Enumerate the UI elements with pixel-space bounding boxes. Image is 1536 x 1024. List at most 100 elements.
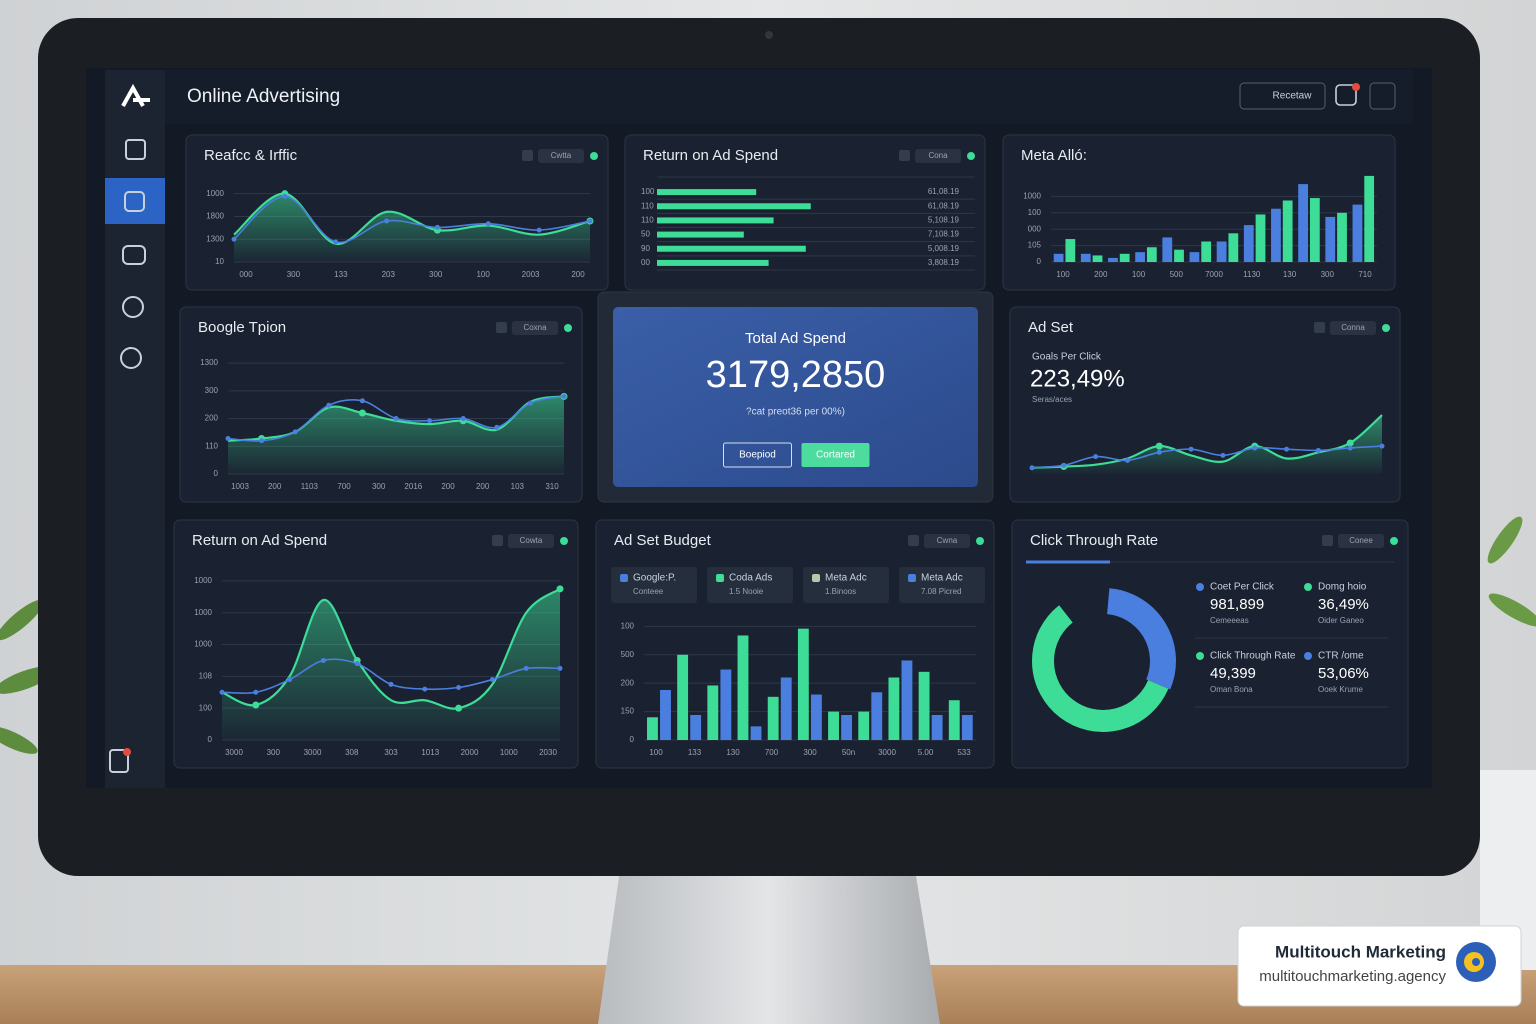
point (1284, 446, 1290, 452)
point (333, 239, 339, 245)
stat-dot (1304, 583, 1312, 591)
bar (1201, 241, 1212, 262)
tag-label: Cwtta (551, 151, 572, 160)
y-tick-label: 0 (1037, 257, 1042, 266)
legend-sub: 1.5 Nooie (729, 587, 764, 596)
tag-label: Cona (928, 151, 948, 160)
bar (1189, 252, 1200, 262)
stat-dot (1196, 652, 1204, 660)
legend-swatch (620, 574, 628, 582)
y-tick-label: 0 (214, 469, 219, 478)
kpi-button-label[interactable]: Cortared (816, 450, 855, 461)
point (494, 424, 500, 430)
x-tick-label: 1013 (421, 748, 439, 757)
tag-label: Conna (1341, 323, 1365, 332)
x-tick-label: 100 (1056, 270, 1070, 279)
kpi-subtitle: ?cat preot36 per 00%) (746, 407, 845, 418)
x-tick-label: 3000 (304, 748, 322, 757)
bar (1282, 200, 1293, 262)
bar (888, 677, 900, 740)
branding-logo-dot (1472, 958, 1480, 966)
bar (657, 245, 806, 252)
kpi-button-label[interactable]: Boepiod (739, 450, 776, 461)
bar (810, 694, 822, 740)
panel-title: Meta Alló: (1021, 147, 1087, 164)
settings-button[interactable] (1369, 82, 1396, 110)
bar (918, 671, 930, 740)
y-tick-label: 150 (621, 707, 635, 716)
x-tick-label: 200 (268, 482, 282, 491)
bar (657, 259, 769, 266)
point (1347, 445, 1353, 451)
x-tick-label: 100 (1132, 270, 1146, 279)
x-tick-label: 300 (429, 270, 443, 279)
point (252, 701, 260, 709)
tag (915, 149, 961, 163)
status-dot (1382, 324, 1390, 332)
stat-value: 981,899 (1210, 596, 1264, 613)
kpi-button[interactable] (801, 443, 870, 467)
status-dot (1390, 537, 1398, 545)
point (225, 436, 231, 442)
status-dot (967, 152, 975, 160)
point (259, 438, 265, 444)
y-tick-label: 100 (621, 621, 635, 630)
bar (961, 715, 973, 740)
legend-label: Google:P. (633, 573, 676, 584)
bar (1065, 239, 1076, 262)
tag (512, 321, 558, 335)
tag-icon (496, 322, 507, 333)
x-tick-label: 700 (337, 482, 351, 491)
y-tick-label: 300 (205, 386, 219, 395)
y-tick-label: 1300 (200, 358, 218, 367)
branding-name: Multitouch Marketing (1275, 942, 1446, 961)
bar (1135, 252, 1145, 262)
metric-label: Goals Per Click (1032, 352, 1102, 363)
x-tick-label: 300 (287, 270, 301, 279)
bar (720, 669, 732, 740)
x-tick-label: 310 (545, 482, 559, 491)
y-tick-label: 200 (621, 678, 635, 687)
bar (1364, 175, 1375, 262)
tag-label: Cwna (937, 536, 958, 545)
header-button-label[interactable]: Recetaw (1273, 91, 1313, 102)
monitor-stand (598, 870, 940, 1024)
legend-label: Coda Ads (729, 573, 772, 584)
point (388, 681, 394, 687)
bar (948, 700, 960, 740)
tag (924, 534, 970, 548)
header-title: Online Advertising (187, 86, 340, 107)
y-tick-label: 200 (205, 414, 219, 423)
kpi-title: Total Ad Spend (745, 330, 846, 347)
panel (1009, 306, 1401, 503)
header-button[interactable] (1239, 82, 1326, 110)
notification-icon[interactable] (1335, 84, 1357, 106)
donut-slice (1032, 605, 1169, 732)
value-label: 5,008.19 (928, 244, 960, 253)
panel-title: Ad Set (1028, 319, 1074, 336)
x-tick-label: 1130 (1243, 270, 1261, 279)
x-tick-label: 308 (345, 748, 359, 757)
bar (901, 660, 913, 740)
camera (765, 31, 773, 39)
x-tick-label: 130 (1283, 270, 1297, 279)
x-tick-label: 303 (384, 748, 398, 757)
point (434, 224, 440, 230)
x-tick-label: 100 (649, 748, 663, 757)
panel-title: Reafcc & Irffic (204, 147, 298, 164)
x-tick-label: 300 (372, 482, 386, 491)
notification-badge (1352, 83, 1360, 91)
legend-card (611, 567, 697, 603)
stat-dot (1196, 583, 1204, 591)
y-tick-label: 100 (1028, 208, 1042, 217)
stat-dot (1304, 652, 1312, 660)
kpi-button[interactable] (723, 442, 792, 468)
point (287, 677, 293, 683)
bar (1108, 257, 1118, 262)
stat-value: 36,49% (1318, 596, 1369, 613)
legend-sub: Conteee (633, 587, 664, 596)
legend-sub: 1.Binoos (825, 587, 856, 596)
sidebar-icons[interactable] (105, 83, 165, 773)
line (1031, 445, 1383, 469)
point (1315, 447, 1321, 453)
